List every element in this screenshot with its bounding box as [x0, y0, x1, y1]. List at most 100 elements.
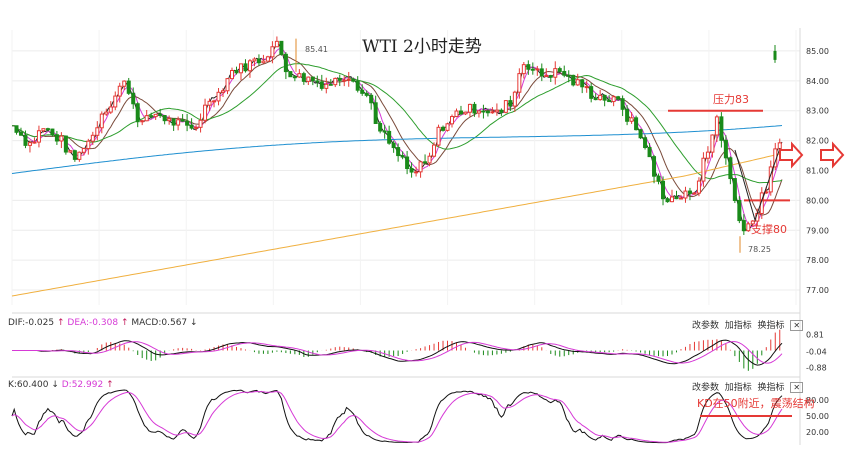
candle-body: [616, 96, 621, 100]
candle-body: [445, 123, 450, 131]
candle-body: [288, 71, 293, 78]
candle-body: [746, 223, 751, 232]
candle-body: [135, 103, 140, 123]
candle-body: [14, 125, 19, 133]
candle-body: [611, 96, 616, 103]
candle-body: [670, 196, 674, 203]
candle-body: [674, 196, 679, 200]
candle-body: [485, 110, 490, 114]
candle-body: [238, 63, 243, 74]
candle-body: [458, 110, 463, 115]
y-tick-label: 84.00: [806, 77, 829, 86]
candle-body: [41, 128, 46, 132]
kdj-add-indicator-button[interactable]: 加指标: [724, 383, 752, 393]
candle-body: [171, 118, 176, 126]
candle-body: [723, 139, 728, 159]
candle-body: [638, 129, 643, 139]
candle-body: [625, 108, 630, 122]
candle-body: [441, 126, 446, 131]
candle-body: [705, 151, 710, 159]
candle-body: [562, 70, 567, 76]
candle-body: [324, 83, 329, 89]
y-tick-label: 85.00: [806, 47, 829, 56]
candle-body: [54, 134, 59, 142]
candle-body: [494, 109, 499, 113]
candle-body: [683, 190, 688, 199]
candle-body: [360, 89, 365, 94]
support-annotation: 支撑80: [751, 223, 787, 236]
candle-body: [274, 40, 279, 48]
candle-body: [692, 192, 697, 195]
candle-body: [405, 156, 410, 170]
kdj-y-tick: 80.00: [806, 396, 829, 405]
candle-body: [346, 78, 351, 81]
candle-body: [521, 64, 526, 75]
kdj-buttons: 改参数 加指标 换指标 ✕: [692, 380, 804, 393]
candle-body: [153, 113, 158, 118]
candle-body: [337, 77, 342, 81]
candle-body: [467, 103, 472, 113]
candle-body: [508, 100, 513, 107]
candle-body: [499, 109, 504, 113]
kdj-legend: K:60.400 ↓ D:52.992 ↑: [8, 380, 114, 390]
candle-body: [301, 73, 306, 82]
candle-body: [167, 118, 172, 122]
y-tick-label: 83.00: [806, 107, 829, 116]
candle-body: [189, 124, 194, 129]
candle-body: [427, 155, 432, 164]
kdj-edit-params-button[interactable]: 改参数: [692, 383, 720, 393]
candle-body: [328, 83, 333, 86]
candle-body: [342, 79, 347, 82]
candle-body: [23, 134, 28, 146]
candle-body: [292, 76, 297, 79]
candle-body: [661, 180, 666, 200]
candle-body: [409, 168, 414, 173]
candle-body: [382, 130, 387, 133]
candle-body: [297, 73, 302, 78]
candle-body: [687, 190, 692, 194]
macd-close-icon[interactable]: ✕: [790, 320, 804, 331]
candle-body: [355, 80, 360, 91]
dea-line: [12, 341, 783, 364]
candle-body: [589, 86, 594, 99]
macd-add-indicator-button[interactable]: 加指标: [724, 321, 752, 331]
dif-label: DIF:-0.025: [8, 318, 55, 328]
candle-body: [539, 68, 544, 77]
macd-y-tick: -0.04: [806, 347, 827, 356]
kdj-close-icon[interactable]: ✕: [790, 382, 804, 393]
candle-body: [364, 92, 369, 96]
candle-body: [463, 111, 468, 115]
candle-body: [306, 76, 311, 82]
candle-body: [95, 127, 100, 136]
right-arrow-icon: [779, 141, 804, 169]
candle-body: [212, 100, 217, 103]
macd-switch-indicator-button[interactable]: 换指标: [757, 321, 785, 331]
candle-body: [387, 130, 392, 144]
kdj-note: KD在50附近，震荡结构: [697, 397, 815, 410]
candle-body: [732, 178, 737, 201]
candle-body: [643, 137, 648, 149]
candle-body: [108, 106, 113, 113]
candle-body: [113, 95, 118, 108]
y-tick-label: 81.00: [806, 166, 829, 175]
candle-body: [701, 157, 706, 182]
candle-body: [162, 115, 167, 122]
candle-body: [490, 111, 495, 114]
candle-body: [759, 192, 764, 214]
candle-body: [234, 70, 239, 74]
high-label: 85.41: [305, 45, 328, 54]
candle-body: [369, 94, 374, 104]
y-tick-label: 82.00: [806, 137, 829, 146]
candle-body: [512, 91, 517, 107]
macd-y-tick: -0.88: [806, 364, 827, 373]
macd-edit-params-button[interactable]: 改参数: [692, 321, 720, 331]
kdj-switch-indicator-button[interactable]: 换指标: [757, 383, 785, 393]
y-tick-label: 78.00: [806, 256, 829, 265]
candle-body: [544, 75, 549, 78]
candle-body: [283, 53, 288, 73]
candle-body: [548, 75, 553, 78]
candle-body: [737, 199, 742, 222]
pattern-line: [734, 147, 781, 222]
candle-body: [418, 161, 423, 173]
candle-body: [117, 85, 122, 97]
